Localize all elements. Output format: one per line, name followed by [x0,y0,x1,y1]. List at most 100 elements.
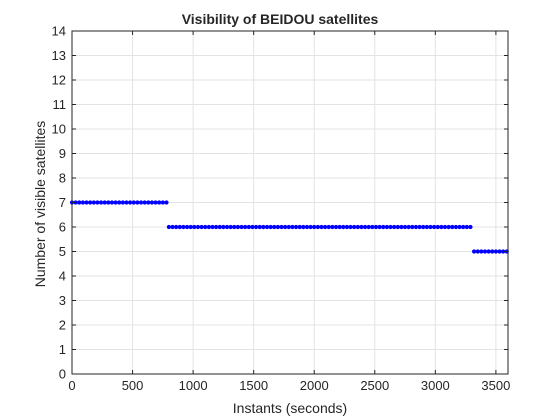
data-point [243,224,248,230]
data-point [128,200,133,205]
data-point [446,224,451,230]
data-point [355,224,360,230]
data-point [497,249,502,254]
data-point [373,224,379,230]
x-tick-label: 0 [68,378,75,393]
data-point [410,224,415,230]
data-point [166,224,171,230]
y-tick-label: 12 [52,73,66,88]
data-point [164,200,169,205]
data-point [80,200,85,205]
y-tick-label: 2 [59,318,66,333]
ticks: 0 500 1000 1500 2000 2500 3000 3500012345678910… [52,24,511,394]
data-point [221,224,226,230]
y-tick-label: 10 [52,122,66,137]
data-point [77,200,82,205]
data-point [337,224,342,230]
data-point [214,224,219,230]
data-point [188,224,193,230]
data-point [362,224,368,230]
data-point [279,224,284,230]
data-point [348,224,353,230]
data-markers [69,200,509,254]
data-point [113,200,118,205]
data-point [323,224,328,230]
data-point [124,200,129,205]
data-point [106,200,111,205]
data-point [377,224,382,230]
data-point [479,249,484,254]
data-point [435,224,440,230]
x-axis-label: Instants (seconds) [233,400,347,416]
chart-title: Visibility of BEIDOU satellites [182,11,379,27]
data-point [315,224,320,230]
x-tick-label: 3000 [421,378,450,393]
data-point [308,224,313,230]
data-point [199,224,204,230]
data-point [392,224,397,230]
data-point [217,224,222,230]
data-point [370,224,375,230]
data-point [301,224,306,230]
series-1 [69,200,169,205]
data-point [149,200,155,205]
data-point [138,200,144,205]
data-point [117,200,122,205]
data-point [257,224,262,230]
y-tick-label: 7 [59,195,66,210]
y-tick-label: 14 [52,24,66,39]
data-point [261,224,266,230]
y-tick-label: 11 [53,97,67,112]
data-point [406,224,411,230]
data-point [388,224,393,230]
data-point [135,200,140,205]
data-point [275,224,280,230]
data-point [203,224,208,230]
data-point [326,224,331,230]
data-point [395,224,400,230]
data-point [264,224,270,230]
data-point [91,200,96,205]
data-point [131,200,136,205]
x-tick-label: 500 [122,378,144,393]
data-point [268,224,273,230]
data-point [109,200,115,205]
data-point [457,224,462,230]
data-point [475,249,480,254]
data-point [297,224,302,230]
data-point [464,224,469,230]
y-axis-label: Number of visible satellites [32,121,48,288]
data-point [359,224,364,230]
data-point [195,224,201,230]
data-point [319,224,324,230]
data-point [153,200,158,205]
data-point [224,224,230,230]
data-point [439,224,444,230]
data-point [95,200,100,205]
series-2 [166,224,473,230]
data-point [170,224,175,230]
y-tick-label: 3 [59,293,66,308]
data-point [312,224,317,230]
data-point [177,224,182,230]
data-point [352,224,357,230]
data-point [333,224,339,230]
data-point [272,224,277,230]
y-tick-label: 1 [59,342,66,357]
data-point [253,224,259,230]
data-point [120,200,125,205]
data-point [228,224,233,230]
data-point [283,224,288,230]
data-point [399,224,404,230]
data-point [490,249,495,254]
data-point [344,224,350,230]
data-point [160,200,165,205]
data-point [486,249,491,254]
data-point [384,224,389,230]
data-point [341,224,346,230]
y-tick-label: 8 [59,171,66,186]
data-point [246,224,251,230]
data-point [421,224,426,230]
x-tick-label: 1000 [179,378,208,393]
